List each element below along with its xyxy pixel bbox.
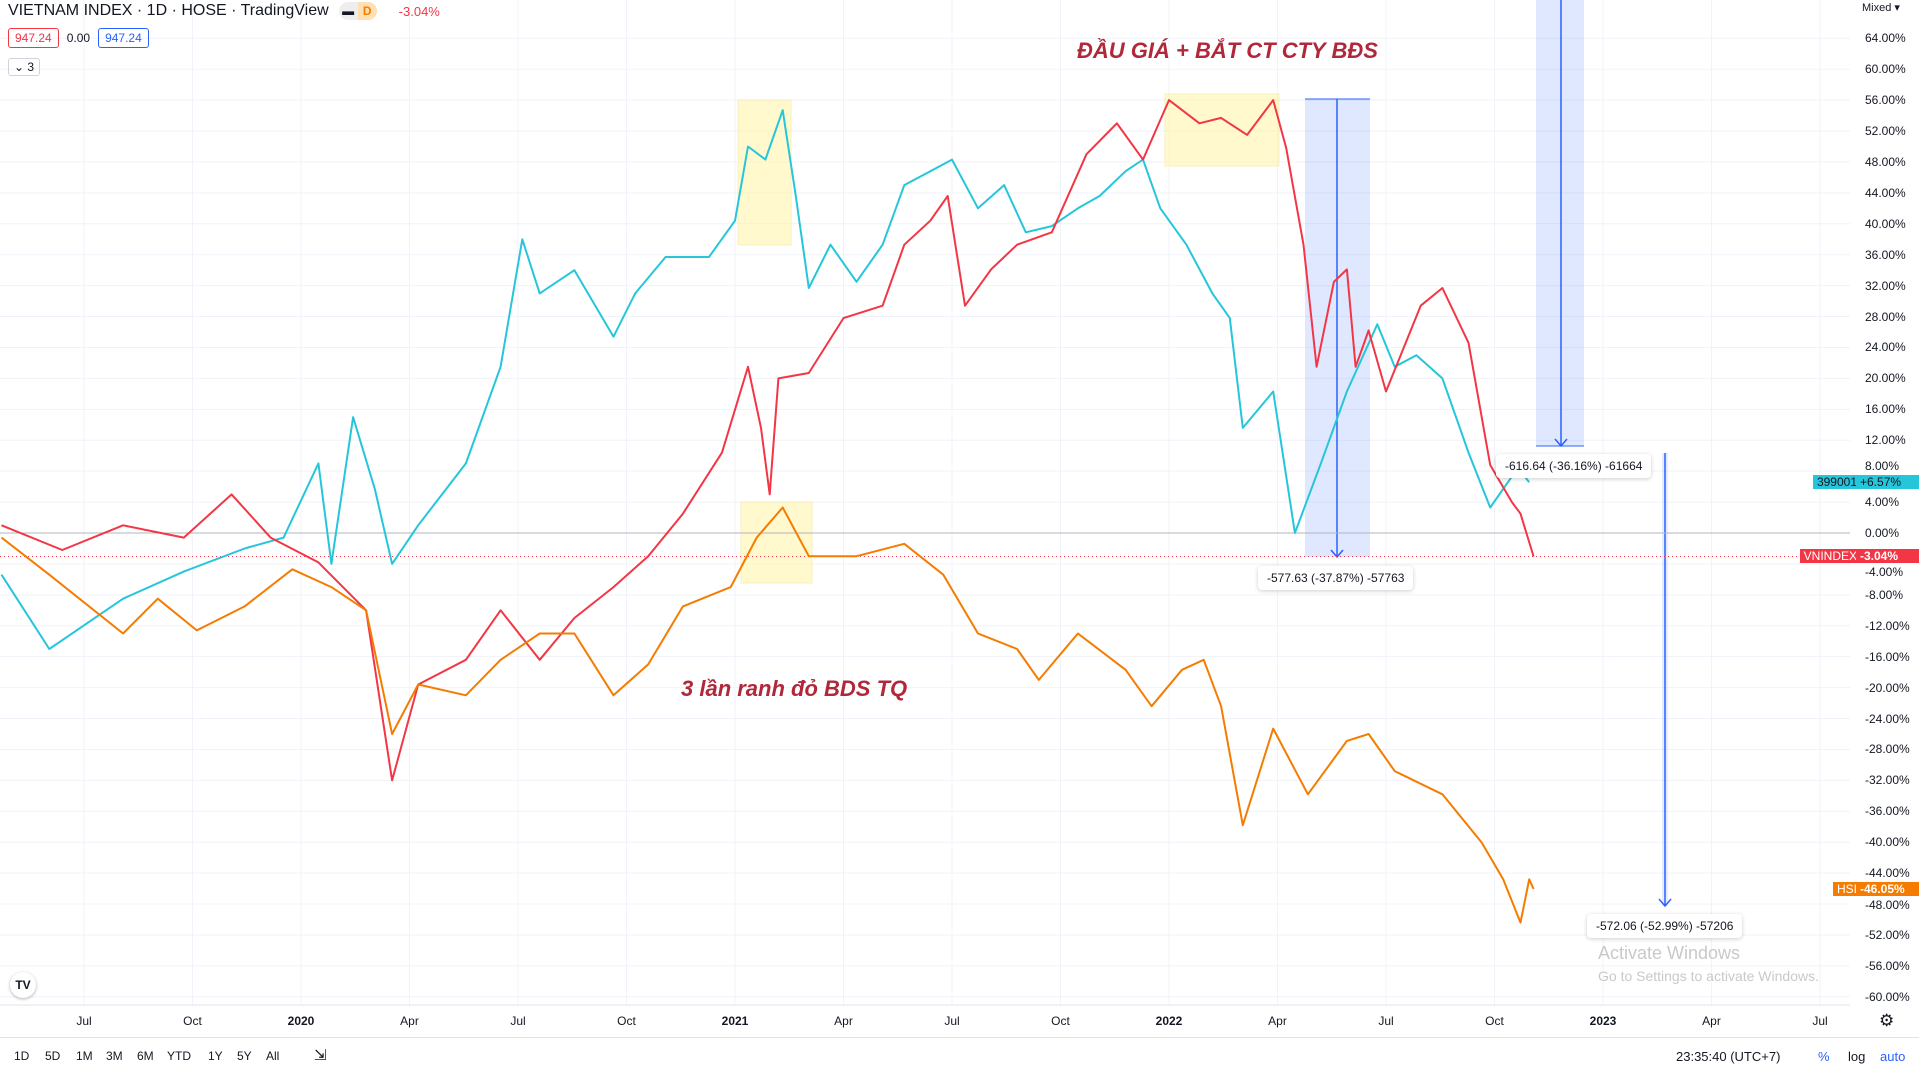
price-tick: -28.00% [1865, 742, 1910, 757]
time-tick: 2022 [1155, 1014, 1183, 1028]
price-tick: 12.00% [1865, 433, 1906, 448]
time-tick: Jul [510, 1014, 526, 1028]
price-tick: -52.00% [1865, 927, 1910, 942]
price-tick: 44.00% [1865, 185, 1906, 200]
range-button-5d[interactable]: 5D [45, 1049, 61, 1063]
price-tick: -44.00% [1865, 865, 1910, 880]
annotation-middle[interactable]: 3 lần ranh đỏ BDS TQ [681, 676, 908, 701]
calendar-goto-icon[interactable]: ⇲ [314, 1047, 327, 1064]
range-button-1m[interactable]: 1M [76, 1049, 93, 1063]
chevron-down-icon: ⌄ [14, 60, 25, 74]
time-tick: 2020 [287, 1014, 315, 1028]
price-tick: 60.00% [1865, 62, 1906, 77]
price-tag-name: VNINDEX [1799, 549, 1861, 564]
activate-windows-title: Activate Windows [1598, 943, 1741, 963]
range-button-6m[interactable]: 6M [137, 1049, 154, 1063]
clock-time[interactable]: 23:35:40 (UTC+7) [1676, 1049, 1781, 1064]
price-tick: -8.00% [1865, 587, 1904, 602]
price-tick: 56.00% [1865, 93, 1906, 108]
highlight-box [1164, 93, 1280, 167]
range-button-1d[interactable]: 1D [14, 1049, 30, 1063]
range-button-3m[interactable]: 3M [106, 1049, 123, 1063]
gear-icon[interactable]: ⚙ [1879, 1011, 1895, 1030]
price-tick: -48.00% [1865, 897, 1910, 912]
range-button-5y[interactable]: 5Y [237, 1049, 252, 1063]
chart-canvas[interactable] [0, 0, 1919, 1037]
price-tick: 40.00% [1865, 216, 1906, 231]
indicators-toggle[interactable]: ⌄ 3 [8, 58, 41, 76]
price-tick: 20.00% [1865, 371, 1906, 386]
percent-toggle[interactable]: % [1818, 1049, 1830, 1064]
price-tick: 32.00% [1865, 278, 1906, 293]
time-tick: Oct [1051, 1014, 1070, 1028]
price-tick: -40.00% [1865, 835, 1910, 850]
open-value: 947.24 [8, 28, 59, 48]
time-tick: Jul [944, 1014, 960, 1028]
price-tick: 52.00% [1865, 124, 1906, 139]
scale-mode-dropdown[interactable]: Mixed ▾ [1862, 2, 1900, 14]
price-tick: -4.00% [1865, 565, 1904, 580]
time-tick: Oct [1485, 1014, 1504, 1028]
time-tick: 2021 [721, 1014, 749, 1028]
measure-range-2 [1536, 0, 1584, 446]
price-tick: 0.00% [1865, 526, 1900, 540]
price-tick: -60.00% [1865, 989, 1910, 1004]
auto-toggle[interactable]: auto [1880, 1049, 1906, 1064]
range-button-1y[interactable]: 1Y [208, 1049, 223, 1063]
price-tick: 4.00% [1865, 495, 1900, 510]
price-tag-value: -3.04% [1856, 549, 1919, 564]
range-button-all[interactable]: All [266, 1049, 280, 1063]
time-tick: Oct [183, 1014, 202, 1028]
log-toggle[interactable]: log [1848, 1049, 1866, 1064]
measure-label-1: -577.63 (-37.87%) -57763 [1258, 566, 1414, 590]
arrow-head-icon [1330, 549, 1344, 559]
price-tick: -24.00% [1865, 711, 1910, 726]
chart-legend: VIETNAM INDEX · 1D · HOSE · TradingView … [8, 2, 440, 20]
time-tick: Jul [1812, 1014, 1828, 1028]
change-percent: -3.04% [398, 3, 440, 19]
time-tick: Apr [400, 1014, 419, 1028]
time-tick: Apr [1702, 1014, 1721, 1028]
price-tick: 64.00% [1865, 31, 1906, 46]
price-tick: 24.00% [1865, 340, 1906, 355]
range-button-ytd[interactable]: YTD [167, 1049, 191, 1063]
price-tick: 48.00% [1865, 154, 1906, 169]
close-value: 947.24 [98, 28, 149, 48]
time-tick: Apr [1268, 1014, 1287, 1028]
price-tag-name: 399001 [1812, 475, 1861, 490]
price-tag-value: +6.57% [1856, 475, 1919, 490]
time-tick: Oct [617, 1014, 636, 1028]
time-tick: Jul [1378, 1014, 1394, 1028]
price-tick: 28.00% [1865, 309, 1906, 324]
price-tick: -32.00% [1865, 773, 1910, 788]
time-tick: Apr [834, 1014, 853, 1028]
market-status-badge: ▬ D [338, 2, 377, 20]
price-tick: -12.00% [1865, 618, 1910, 633]
series-line-hsi [0, 506, 1535, 924]
price-tick: -20.00% [1865, 680, 1910, 695]
price-tick: -16.00% [1865, 649, 1910, 664]
price-tag-value: -46.05% [1856, 881, 1919, 896]
activate-windows-subtitle: Go to Settings to activate Windows. [1598, 968, 1819, 984]
time-tick: 2023 [1589, 1014, 1617, 1028]
price-tick: -36.00% [1865, 804, 1910, 819]
price-tick: 8.00% [1865, 459, 1900, 474]
price-tick: 16.00% [1865, 402, 1906, 417]
price-tag-name: HSI [1832, 881, 1861, 896]
diff-value: 0.00 [66, 31, 91, 45]
measure-label-3: -572.06 (-52.99%) -57206 [1587, 914, 1743, 938]
price-tick: 36.00% [1865, 247, 1906, 262]
ohlc-values: 947.24 0.00 947.24 [8, 28, 149, 48]
annotation-top[interactable]: ĐẦU GIÁ + BẮT CT CTY BĐS [1077, 38, 1378, 63]
arrow-head-icon [1658, 898, 1672, 908]
series-line-399001 [0, 109, 1530, 650]
symbol-title[interactable]: VIETNAM INDEX · 1D · HOSE · TradingView [8, 2, 329, 19]
price-tick: -56.00% [1865, 958, 1910, 973]
bottom-toolbar: 1D 5D 1M 3M 6M YTD 1Y 5Y All ⇲ 23:35:40 (UTC+7) … [0, 1037, 1919, 1068]
time-tick: Jul [76, 1014, 92, 1028]
measure-label-2: -616.64 (-36.16%) -61664 [1496, 454, 1652, 478]
highlight-box [737, 99, 792, 246]
tradingview-logo-icon[interactable]: TV [10, 972, 36, 998]
